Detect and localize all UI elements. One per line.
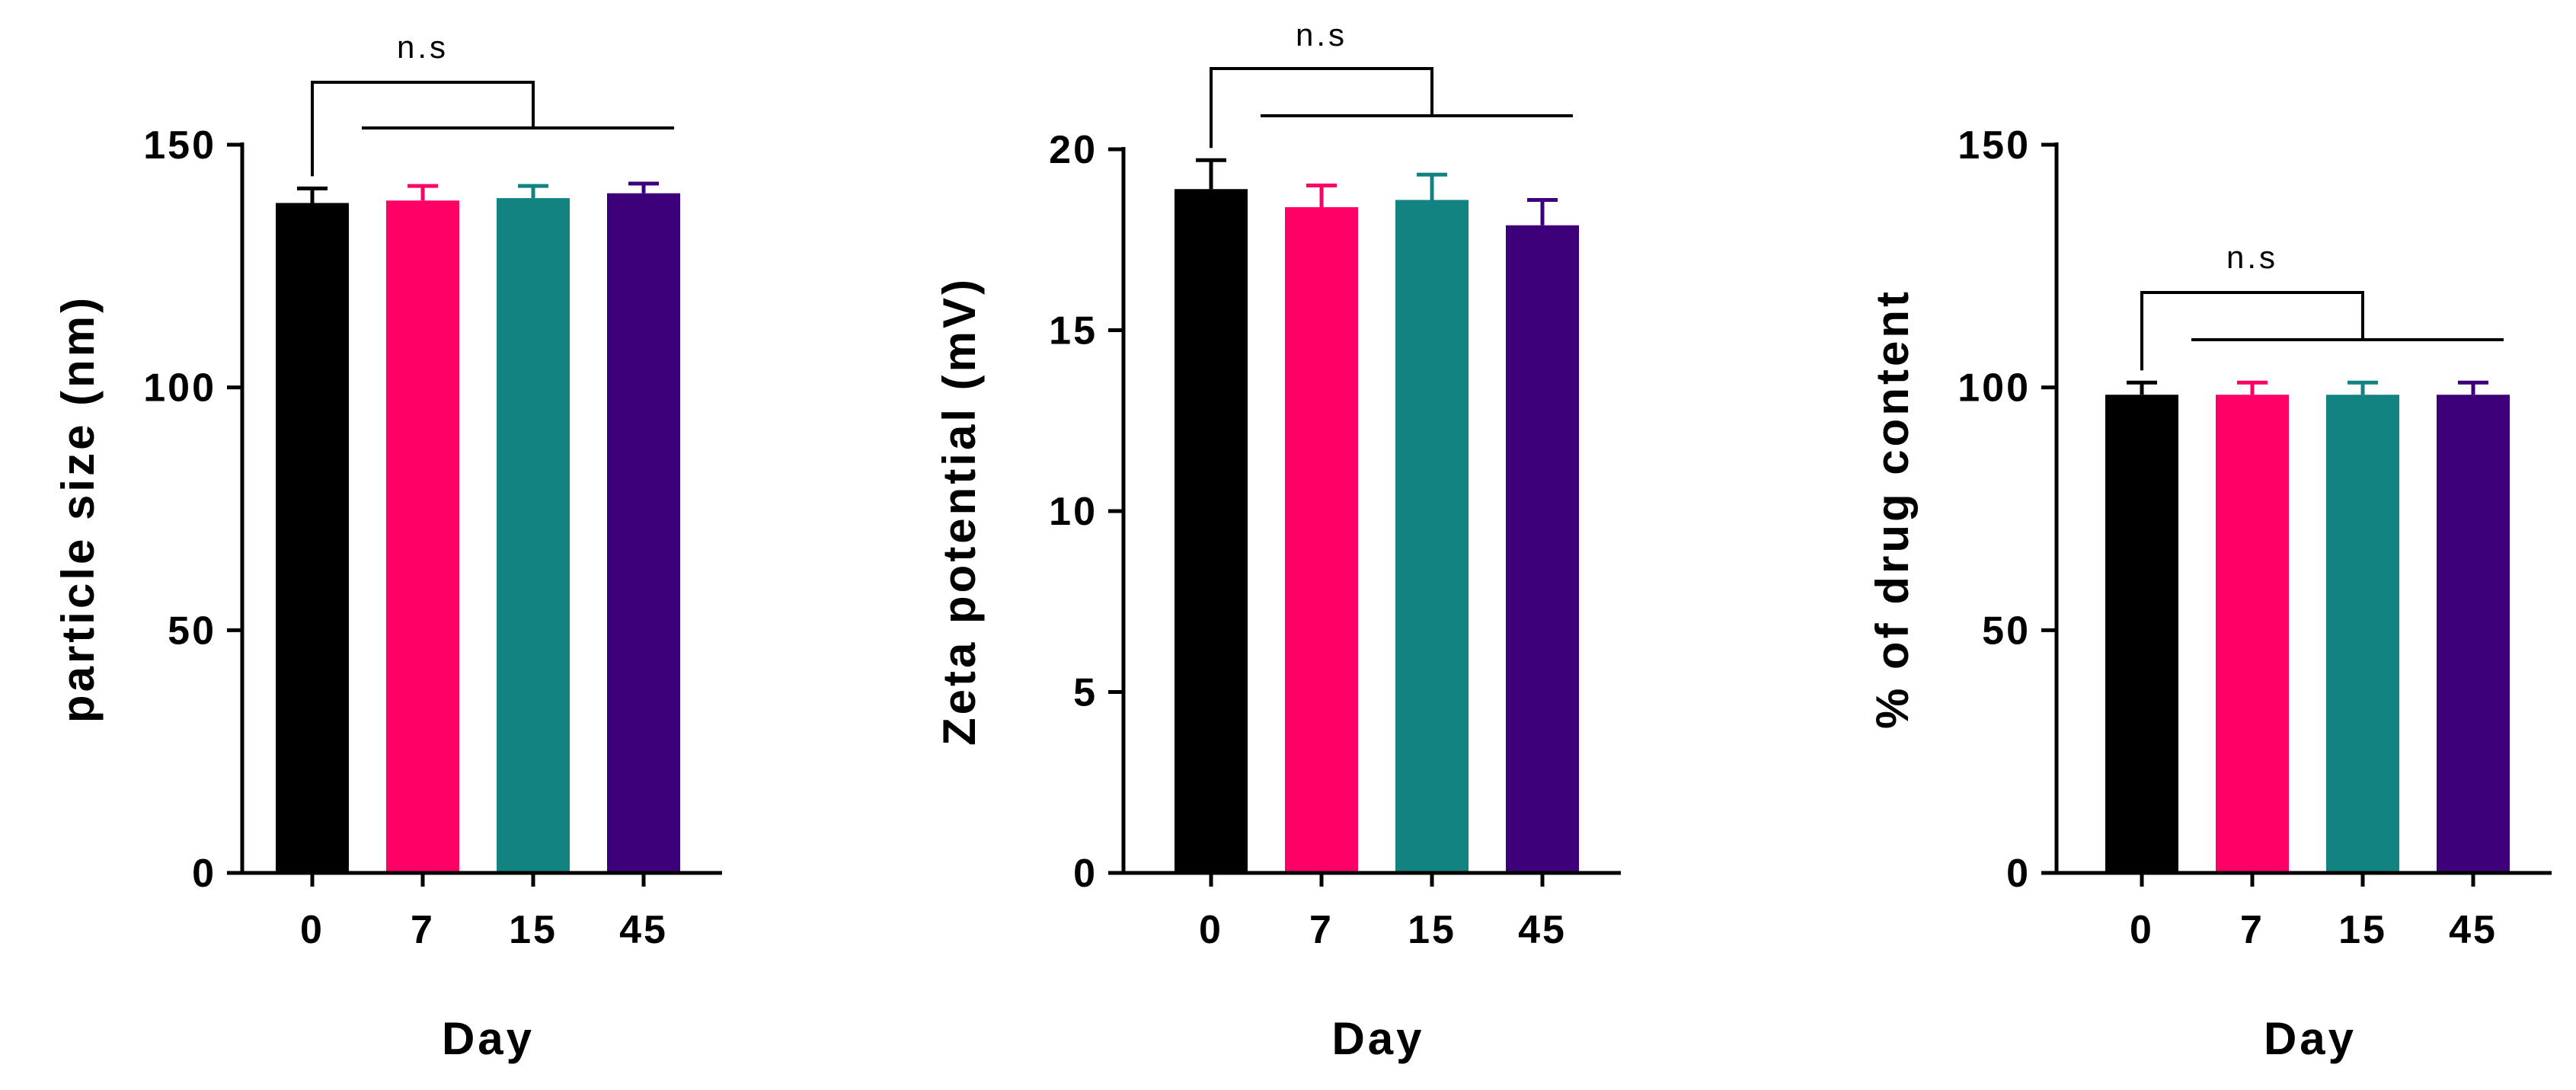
y-tick-label: 100 bbox=[143, 366, 216, 411]
y-tick-label: 20 bbox=[1049, 128, 1098, 172]
y-axis-title: particle size (nm) bbox=[53, 295, 104, 723]
x-axis-title: Day bbox=[442, 1013, 535, 1064]
significance-label: n.s bbox=[397, 29, 449, 65]
x-tick-label: 7 bbox=[411, 908, 435, 952]
x-tick-label: 15 bbox=[2338, 908, 2387, 952]
y-tick-label: 10 bbox=[1049, 490, 1098, 534]
significance-label: n.s bbox=[1296, 17, 1347, 53]
x-tick-label: 15 bbox=[1408, 908, 1456, 952]
y-tick-label: 150 bbox=[1958, 123, 2031, 168]
bar-day-15 bbox=[2326, 395, 2399, 873]
y-tick-label: 5 bbox=[1073, 671, 1098, 715]
bar-day-7 bbox=[1285, 207, 1358, 873]
bar-day-45 bbox=[2437, 395, 2510, 873]
x-axis-title: Day bbox=[2264, 1013, 2357, 1064]
x-tick-label: 7 bbox=[1309, 908, 1334, 952]
significance-bracket bbox=[311, 81, 535, 177]
x-tick-label: 0 bbox=[300, 908, 324, 952]
y-tick-label: 15 bbox=[1049, 309, 1098, 353]
x-tick-label: 15 bbox=[509, 908, 558, 952]
x-tick-label: 45 bbox=[1518, 908, 1567, 952]
significance-bracket bbox=[2140, 291, 2364, 371]
x-tick-label: 0 bbox=[1199, 908, 1223, 952]
bar-day-0 bbox=[276, 203, 349, 874]
chart-panel-3: 0 7 15 45 0 50 100 150 Day % of drug content n.s bbox=[1867, 123, 2552, 1064]
y-tick-label: 0 bbox=[2006, 852, 2031, 896]
significance-bracket bbox=[1210, 67, 1433, 149]
y-axis-title: Zeta potential (mV) bbox=[934, 276, 985, 746]
bar-day-0 bbox=[2105, 395, 2178, 873]
x-axis-title: Day bbox=[1331, 1013, 1424, 1064]
bar-day-45 bbox=[607, 193, 680, 873]
bar-day-15 bbox=[1395, 200, 1469, 873]
y-tick-label: 0 bbox=[192, 852, 216, 896]
y-tick-label: 50 bbox=[1982, 609, 2031, 653]
y-tick-label: 50 bbox=[168, 609, 216, 653]
bar-day-0 bbox=[1175, 189, 1248, 873]
bar-day-45 bbox=[1506, 225, 1579, 873]
bar-day-7 bbox=[2216, 395, 2289, 873]
y-tick-label: 100 bbox=[1958, 366, 2031, 411]
x-tick-label: 7 bbox=[2240, 908, 2264, 952]
x-tick-label: 45 bbox=[619, 908, 668, 952]
bar-day-15 bbox=[497, 198, 570, 873]
significance-label: n.s bbox=[2226, 239, 2278, 275]
chart-panel-2: 0 7 15 45 0 5 10 15 20 Day Zeta potential (mV) n.s bbox=[934, 17, 1621, 1064]
bar-day-7 bbox=[386, 200, 459, 873]
y-axis-title: % of drug content bbox=[1867, 289, 1918, 729]
x-tick-label: 45 bbox=[2449, 908, 2498, 952]
x-tick-label: 0 bbox=[2130, 908, 2154, 952]
y-tick-label: 150 bbox=[143, 123, 216, 168]
chart-panel-1: 0 7 15 45 0 50 100 150 Day particle size (nm) n.s bbox=[53, 29, 722, 1064]
y-tick-label: 0 bbox=[1073, 852, 1098, 896]
